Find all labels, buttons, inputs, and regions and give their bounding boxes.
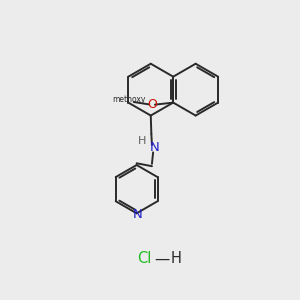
Text: —: — <box>155 251 170 266</box>
Text: N: N <box>149 141 159 154</box>
Text: O: O <box>147 98 157 111</box>
Text: N: N <box>133 208 143 221</box>
Text: H: H <box>138 136 147 146</box>
Text: Cl: Cl <box>137 251 152 266</box>
Text: H: H <box>170 251 181 266</box>
Text: methoxy: methoxy <box>112 94 145 103</box>
